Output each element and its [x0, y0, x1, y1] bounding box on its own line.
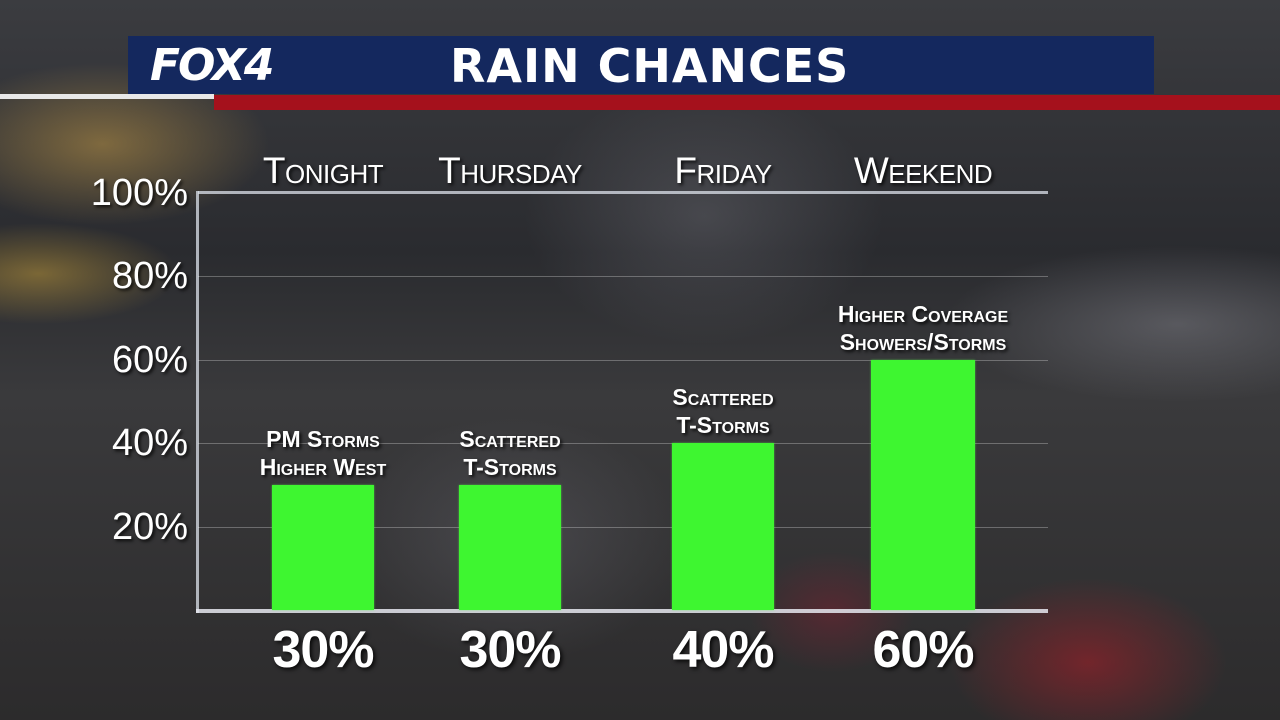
category-label: Friday — [674, 150, 772, 191]
chart-top-border — [198, 191, 1048, 194]
y-tick-label: 40% — [111, 422, 188, 464]
value-label: 60% — [872, 621, 974, 679]
bar — [672, 443, 774, 610]
category-label: Weekend — [853, 150, 993, 191]
bar-annotation-line: Higher Coverage — [837, 301, 1009, 327]
bar-annotation: PM Storms Higher West — [203, 425, 443, 481]
chart-title: RAIN CHANCES — [450, 39, 850, 93]
bar — [272, 485, 374, 610]
bar-annotation-line: Scattered — [459, 426, 561, 452]
bar-annotation-line: PM Storms — [266, 426, 380, 452]
bar-annotation-line: Scattered — [672, 384, 774, 410]
grid-line — [198, 276, 1048, 277]
header-bar — [128, 36, 1154, 94]
grid-line — [198, 360, 1048, 361]
bar-annotation: Scattered T-Storms — [390, 425, 630, 481]
y-tick-label: 100% — [90, 172, 188, 214]
bar-annotation-line: T-Storms — [676, 412, 770, 438]
bar-annotation-line: Showers/Storms — [839, 329, 1007, 355]
bar-annotation: Scattered T-Storms — [603, 383, 843, 439]
header-white-stripe — [0, 94, 214, 99]
y-axis-line — [196, 191, 199, 613]
y-tick-label: 80% — [111, 255, 188, 297]
grid-line — [198, 443, 1048, 444]
header-red-stripe — [214, 95, 1280, 110]
bar-annotation-line: T-Storms — [463, 454, 557, 480]
value-label: 40% — [672, 621, 774, 679]
y-tick-label: 60% — [111, 339, 188, 381]
bar-annotation: Higher Coverage Showers/Storms — [803, 300, 1043, 356]
category-label: Thursday — [438, 150, 582, 191]
bar — [871, 360, 975, 610]
category-label: Tonight — [262, 150, 384, 191]
value-label: 30% — [272, 621, 374, 679]
bar — [459, 485, 561, 610]
station-logo: FOX4 — [150, 40, 274, 91]
bar-annotation-line: Higher West — [259, 454, 387, 480]
y-tick-label: 20% — [111, 506, 188, 548]
value-label: 30% — [459, 621, 561, 679]
grid-line — [198, 527, 1048, 528]
x-axis-line — [196, 609, 1048, 613]
